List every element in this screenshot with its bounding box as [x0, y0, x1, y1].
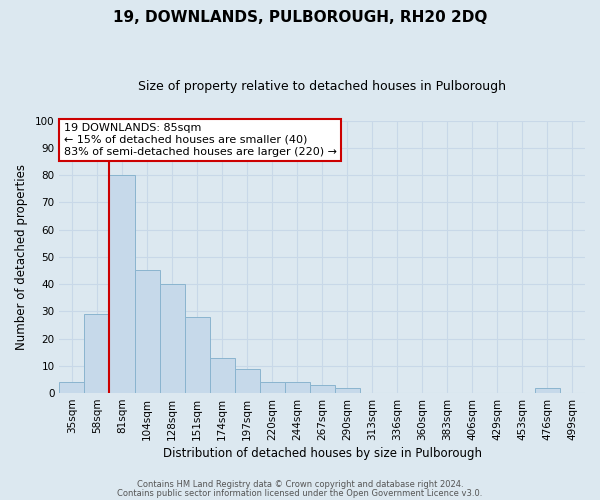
Bar [59, 382, 85, 393]
Text: 19, DOWNLANDS, PULBOROUGH, RH20 2DQ: 19, DOWNLANDS, PULBOROUGH, RH20 2DQ [113, 10, 487, 25]
Bar [209, 358, 235, 393]
Text: Contains public sector information licensed under the Open Government Licence v3: Contains public sector information licen… [118, 488, 482, 498]
Title: Size of property relative to detached houses in Pulborough: Size of property relative to detached ho… [138, 80, 506, 93]
Bar [260, 382, 284, 393]
Bar [185, 317, 209, 393]
Bar [535, 388, 560, 393]
Bar [134, 270, 160, 393]
Bar [335, 388, 360, 393]
Text: 19 DOWNLANDS: 85sqm
← 15% of detached houses are smaller (40)
83% of semi-detach: 19 DOWNLANDS: 85sqm ← 15% of detached ho… [64, 124, 337, 156]
Text: Contains HM Land Registry data © Crown copyright and database right 2024.: Contains HM Land Registry data © Crown c… [137, 480, 463, 489]
Bar [109, 175, 134, 393]
X-axis label: Distribution of detached houses by size in Pulborough: Distribution of detached houses by size … [163, 447, 482, 460]
Bar [310, 385, 335, 393]
Bar [235, 368, 260, 393]
Y-axis label: Number of detached properties: Number of detached properties [15, 164, 28, 350]
Bar [160, 284, 185, 393]
Bar [284, 382, 310, 393]
Bar [85, 314, 109, 393]
